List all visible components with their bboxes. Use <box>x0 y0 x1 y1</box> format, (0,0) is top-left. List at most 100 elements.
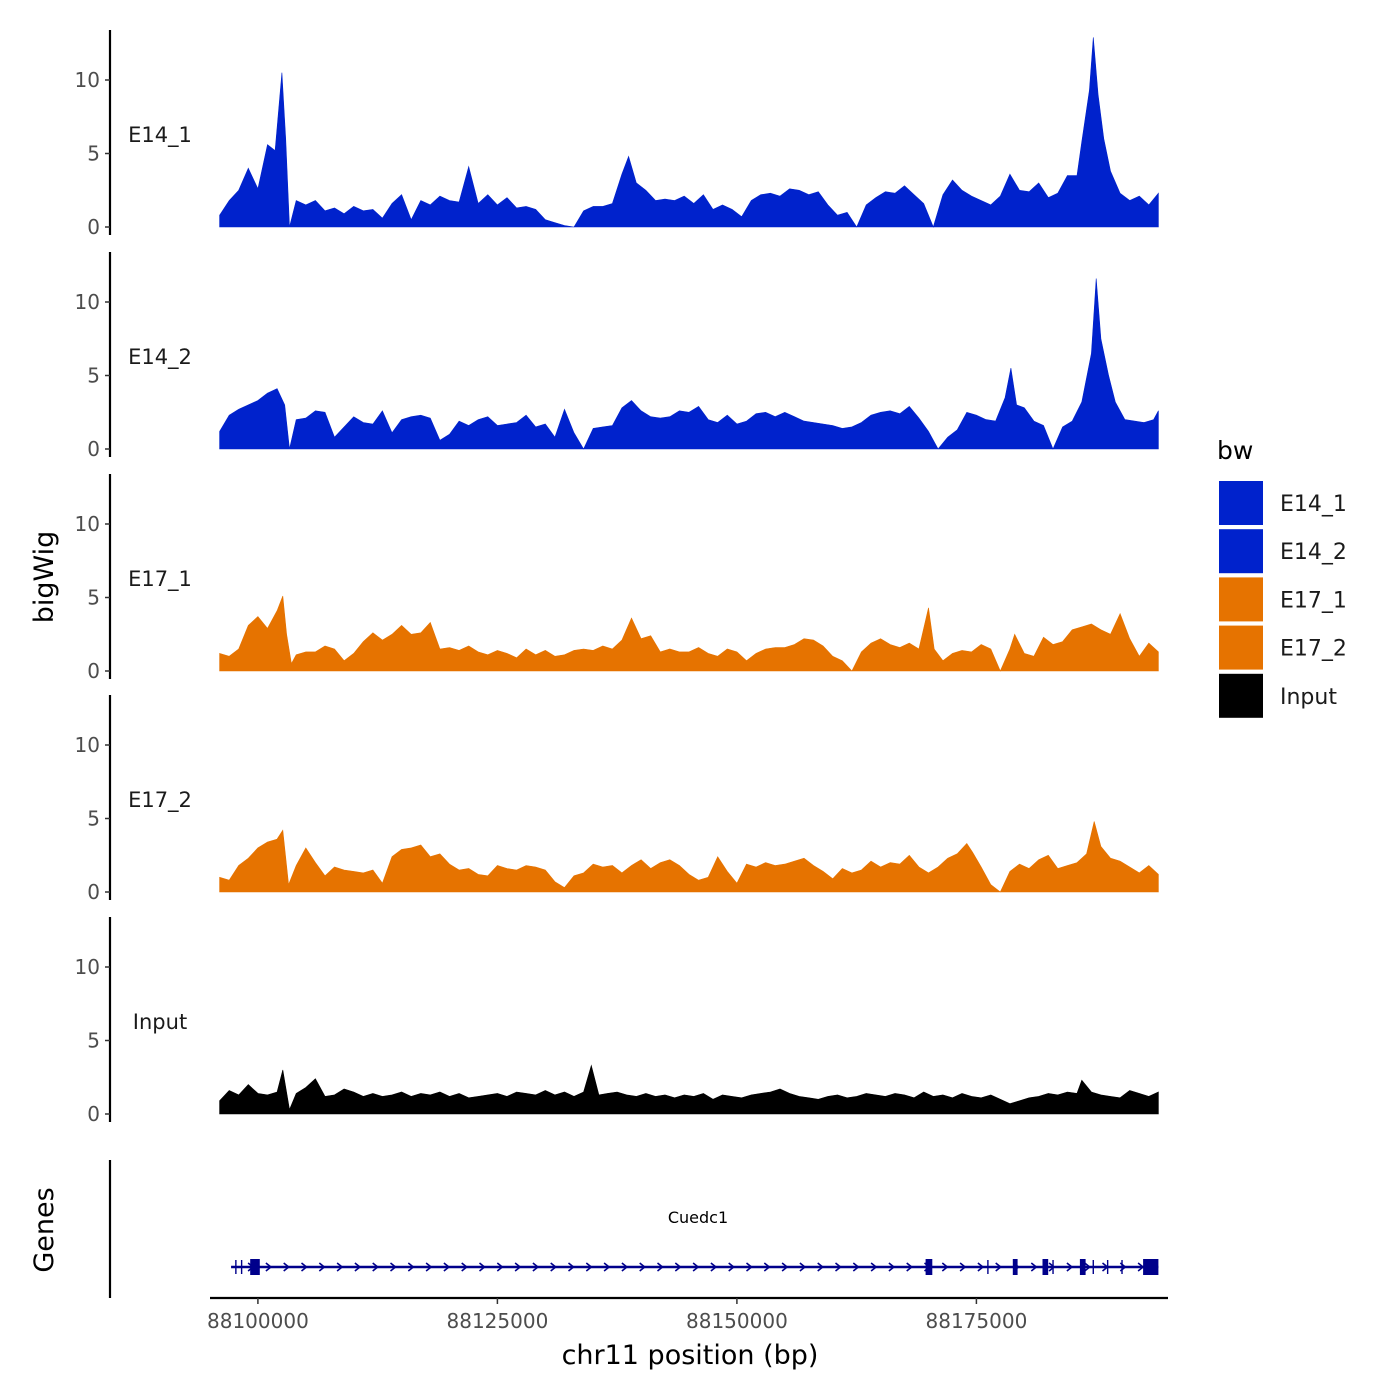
legend: E14_1 E14_2 E17_1 E17_2 Input <box>1219 481 1347 718</box>
x-axis-title: chr11 position (bp) <box>562 1340 819 1371</box>
strand-arrow <box>336 1262 344 1272</box>
strand-arrow <box>443 1262 451 1272</box>
genes-panel-title: Genes <box>29 1187 60 1272</box>
exon-block <box>1079 1259 1086 1275</box>
strand-arrow <box>621 1262 629 1272</box>
legend-label: E17_1 <box>1280 588 1347 613</box>
y-tick-label: 10 <box>75 733 100 757</box>
track-label: E17_1 <box>128 567 192 592</box>
y-tick-label: 10 <box>75 955 100 979</box>
gene-track: Cuedc1 <box>108 1160 1159 1298</box>
strand-arrow <box>674 1262 682 1272</box>
strand-arrow <box>959 1262 967 1272</box>
track-e17-1: 0 5 10 E17_1 <box>75 474 1159 683</box>
exon-block <box>1012 1259 1018 1275</box>
gene-cuedc1: Cuedc1 <box>231 1208 1159 1275</box>
track-input: 0 5 10 Input <box>75 917 1159 1126</box>
strand-arrow <box>354 1262 362 1272</box>
strand-arrow <box>977 1262 985 1272</box>
y-tick-label: 5 <box>87 1029 100 1053</box>
track-e14-1: 0 5 10 E14_1 <box>75 30 1159 239</box>
legend-label: E14_1 <box>1280 492 1347 517</box>
exon-block <box>1042 1259 1049 1275</box>
strand-arrow <box>603 1262 611 1272</box>
signal-area <box>219 821 1159 893</box>
strand-arrow <box>479 1262 486 1272</box>
track-label: E14_2 <box>128 345 192 370</box>
track-label: E17_2 <box>128 788 192 813</box>
signal-area <box>219 278 1159 450</box>
legend-label: E17_2 <box>1280 637 1347 662</box>
legend-swatch <box>1219 529 1263 574</box>
legend-title: bw <box>1217 436 1253 465</box>
gene-name-label: Cuedc1 <box>668 1208 728 1227</box>
strand-arrow <box>728 1262 735 1272</box>
strand-arrow <box>657 1262 664 1272</box>
strand-arrow <box>496 1262 504 1272</box>
strand-arrow <box>710 1262 718 1272</box>
strand-arrow <box>425 1262 433 1272</box>
strand-arrow <box>835 1262 842 1272</box>
track-label: E14_1 <box>128 123 192 148</box>
strand-arrow <box>888 1262 896 1272</box>
y-tick-label: 0 <box>87 437 100 461</box>
x-tick-label: 88100000 <box>207 1309 309 1333</box>
strand-arrow <box>692 1262 700 1272</box>
x-tick-label: 88125000 <box>447 1309 549 1333</box>
legend-label: Input <box>1280 685 1337 710</box>
strand-arrow <box>781 1262 789 1272</box>
strand-arrow <box>265 1262 273 1272</box>
strand-arrow <box>1066 1262 1074 1272</box>
signal-area <box>219 37 1159 228</box>
x-tick-label: 88175000 <box>926 1309 1028 1333</box>
legend-swatch <box>1219 577 1263 622</box>
track-e17-2: 0 5 10 E17_2 <box>75 695 1159 904</box>
y-tick-label: 0 <box>87 1102 100 1126</box>
legend-swatch <box>1219 481 1263 525</box>
strand-arrow <box>906 1262 913 1272</box>
strand-arrow <box>746 1262 753 1272</box>
exon-block <box>1143 1259 1159 1275</box>
strand-arrow <box>763 1262 771 1272</box>
strand-arrow <box>799 1262 807 1272</box>
strand-arrow <box>585 1262 593 1272</box>
strand-arrow <box>550 1262 557 1272</box>
strand-arrow <box>1030 1262 1038 1272</box>
y-tick-label: 5 <box>87 142 100 166</box>
strand-arrow <box>407 1262 415 1272</box>
strand-arrow <box>461 1262 468 1272</box>
signal-tracks: 0 5 10 E14_1 0 5 10 E14_2 0 5 10 E17_1 0 5 10 E17_2 0 5 10… <box>75 30 1159 1126</box>
strand-arrow <box>639 1262 646 1272</box>
exon-block <box>925 1259 933 1275</box>
strand-arrow <box>568 1262 575 1272</box>
strand-arrow <box>1048 1262 1056 1272</box>
strand-arrow <box>941 1262 949 1272</box>
strand-arrow <box>870 1262 878 1272</box>
signal-area <box>219 595 1159 672</box>
y-tick-label: 5 <box>87 586 100 610</box>
y-tick-label: 0 <box>87 215 100 239</box>
strand-arrow <box>852 1262 860 1272</box>
y-axis-title: bigWig <box>29 531 60 624</box>
y-tick-label: 0 <box>87 659 100 683</box>
strand-arrow <box>301 1262 308 1272</box>
strand-arrow <box>817 1262 824 1272</box>
legend-swatch <box>1219 673 1263 718</box>
track-e14-2: 0 5 10 E14_2 <box>75 252 1159 461</box>
exon-block <box>250 1259 260 1275</box>
strand-arrow <box>532 1262 540 1272</box>
strand-arrow <box>1084 1262 1091 1272</box>
y-tick-label: 0 <box>87 880 100 904</box>
x-tick-label: 88150000 <box>686 1309 788 1333</box>
y-tick-label: 10 <box>75 68 100 92</box>
signal-area <box>219 1064 1159 1115</box>
strand-arrow <box>514 1262 522 1272</box>
x-axis: 88100000 88125000 88150000 88175000 <box>207 1296 1168 1333</box>
y-tick-label: 5 <box>87 807 100 831</box>
strand-arrow <box>318 1262 326 1272</box>
y-tick-label: 10 <box>75 512 100 536</box>
y-tick-label: 5 <box>87 364 100 388</box>
strand-arrow <box>372 1262 379 1272</box>
track-label: Input <box>133 1010 187 1034</box>
